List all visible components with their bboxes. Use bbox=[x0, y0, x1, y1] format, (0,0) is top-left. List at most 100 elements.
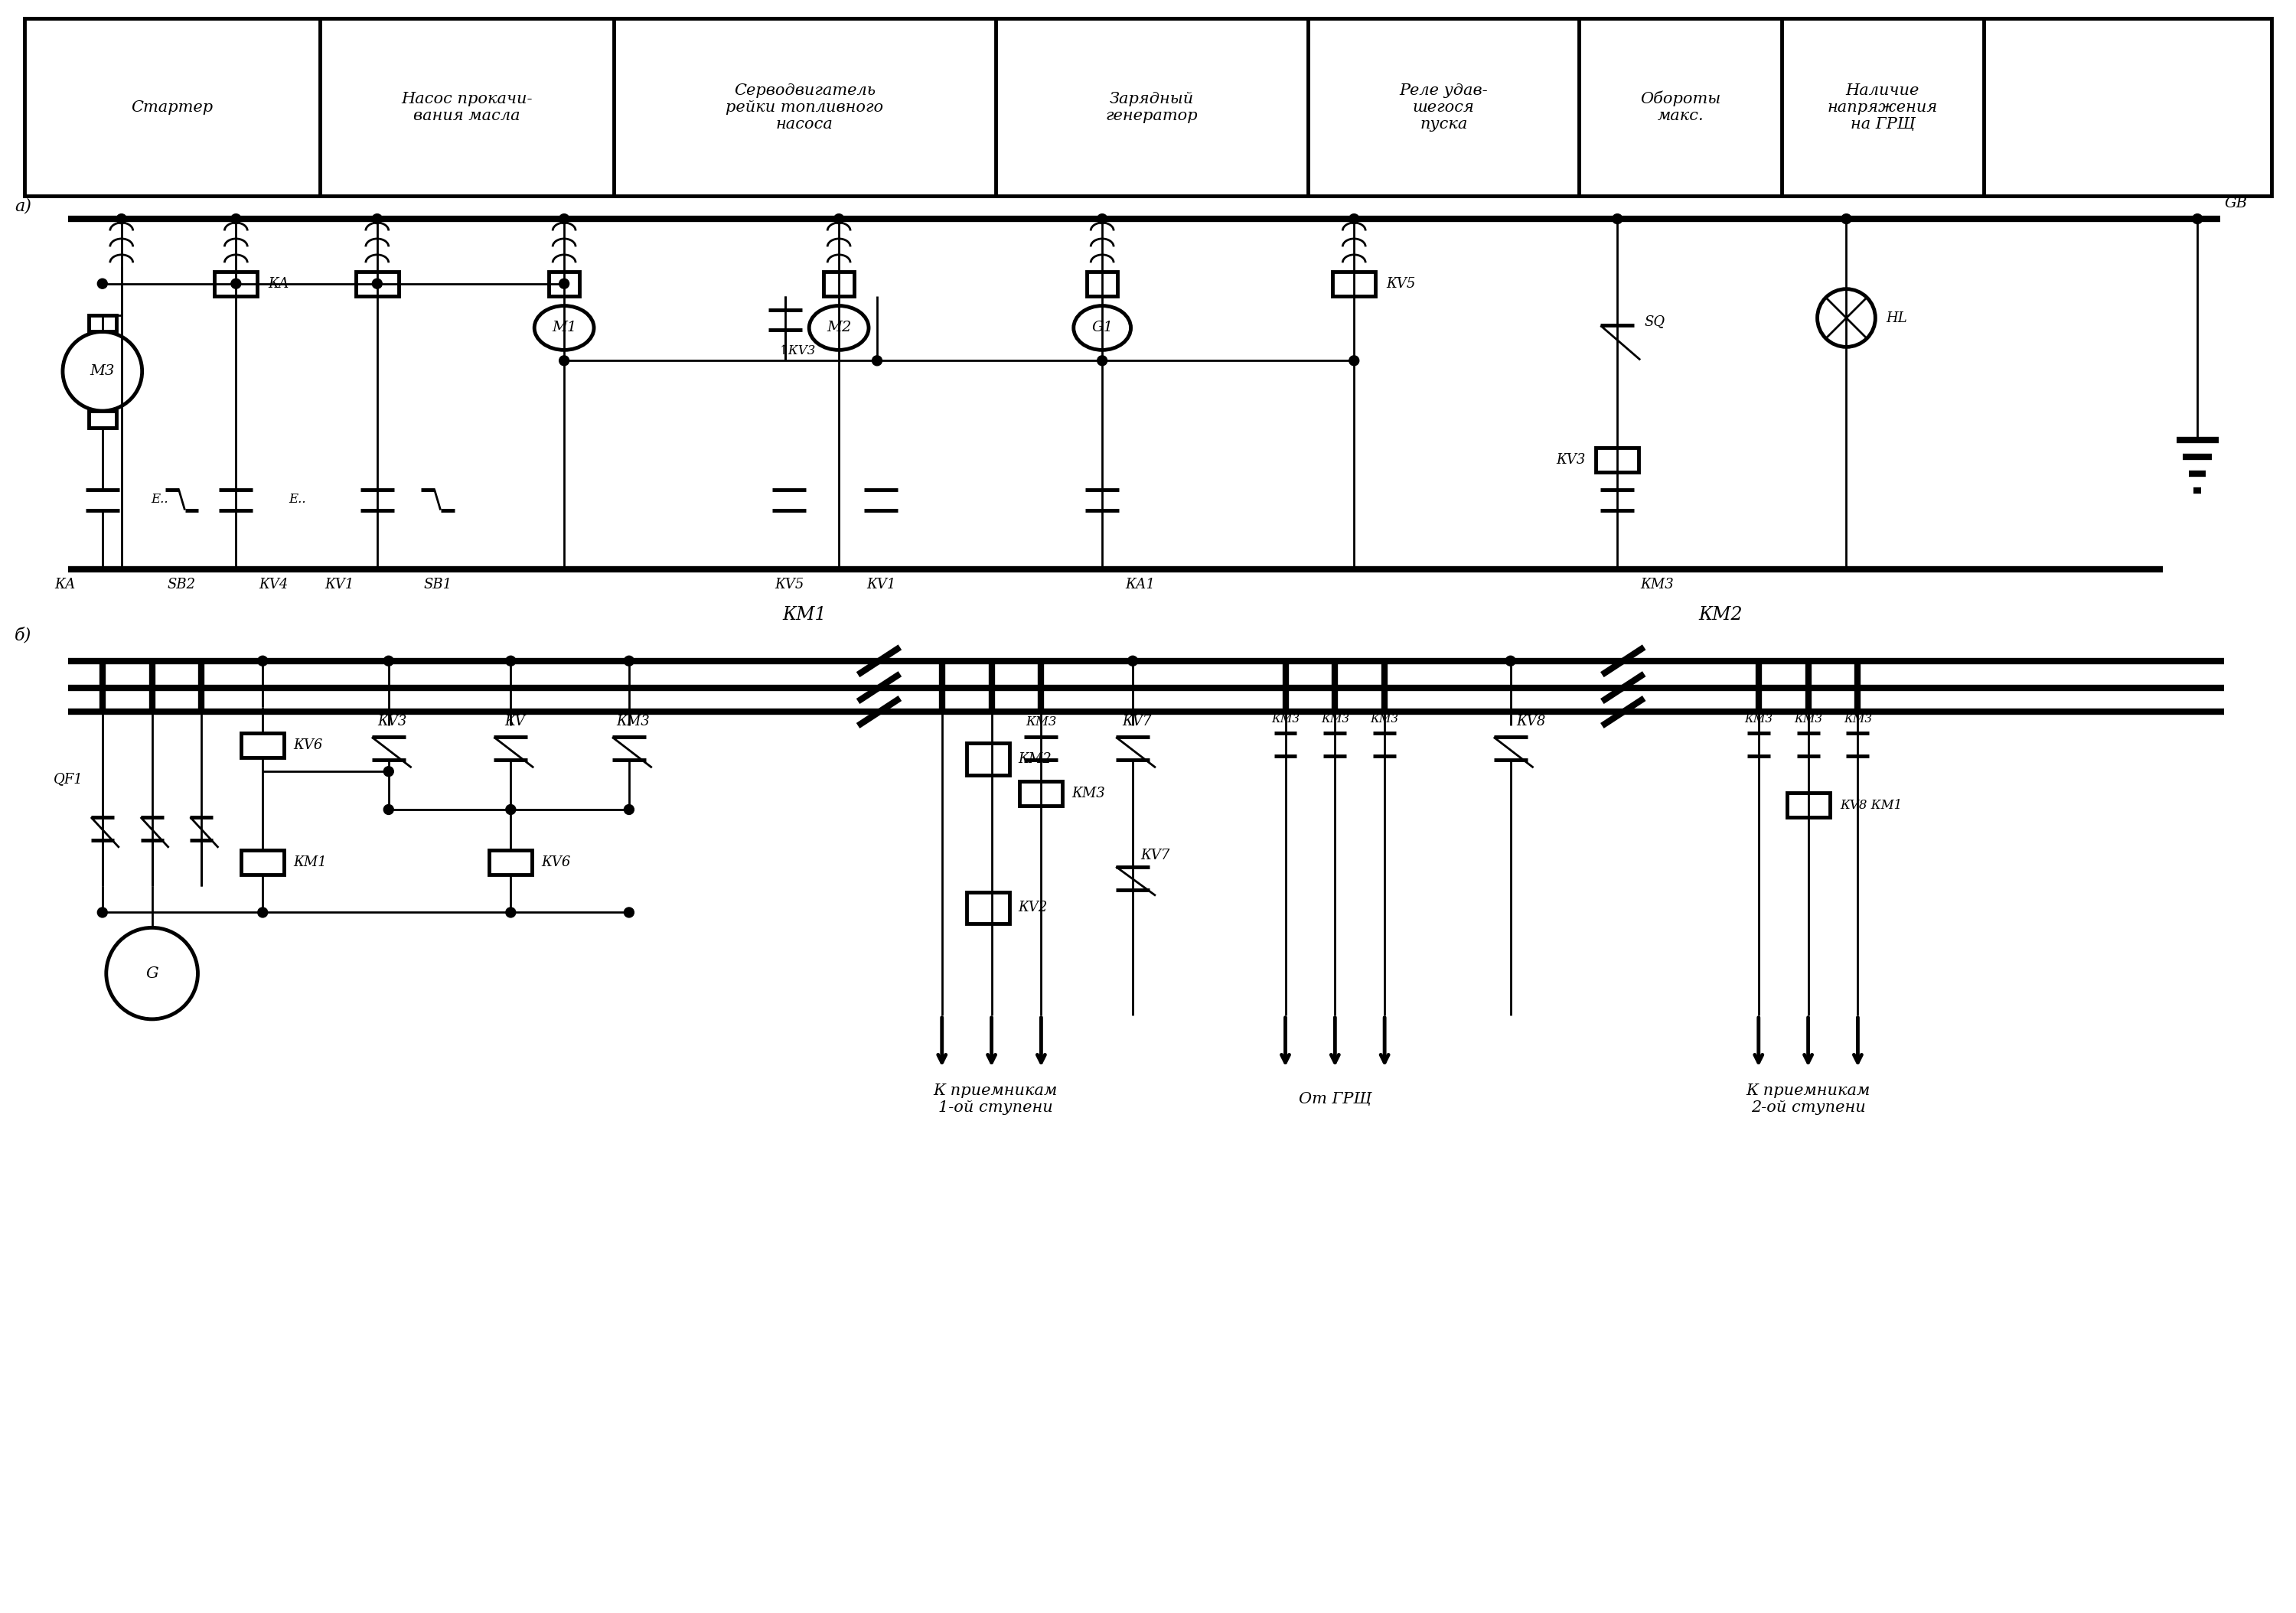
Text: КМ3: КМ3 bbox=[1793, 715, 1823, 724]
Bar bbox=[1086, 271, 1118, 295]
Text: E..: E.. bbox=[289, 494, 305, 506]
Bar bbox=[824, 271, 854, 295]
Text: QF1: QF1 bbox=[53, 773, 83, 786]
Circle shape bbox=[1506, 656, 1515, 666]
Circle shape bbox=[62, 332, 142, 411]
Text: КV6: КV6 bbox=[294, 739, 321, 752]
Text: М1: М1 bbox=[551, 321, 576, 336]
Bar bbox=[489, 850, 533, 874]
Circle shape bbox=[106, 927, 197, 1019]
Text: М2: М2 bbox=[827, 321, 852, 336]
Text: GB: GB bbox=[2225, 197, 2248, 211]
Text: КА1: КА1 bbox=[1125, 577, 1155, 592]
Ellipse shape bbox=[808, 306, 868, 350]
Bar bbox=[967, 744, 1010, 776]
Text: КМ3: КМ3 bbox=[1844, 715, 1871, 724]
Bar bbox=[549, 271, 579, 295]
Circle shape bbox=[96, 279, 108, 289]
Text: КМ1: КМ1 bbox=[294, 855, 326, 869]
Text: КV1: КV1 bbox=[326, 577, 354, 592]
Circle shape bbox=[872, 356, 882, 366]
Bar bbox=[1332, 271, 1375, 295]
Text: КV5: КV5 bbox=[1387, 277, 1417, 290]
Text: КV8: КV8 bbox=[1518, 715, 1545, 729]
Circle shape bbox=[1612, 215, 1623, 224]
Circle shape bbox=[505, 908, 517, 918]
Circle shape bbox=[383, 766, 393, 776]
Text: КV7: КV7 bbox=[1141, 848, 1169, 863]
Text: HL: HL bbox=[1885, 311, 1908, 324]
Circle shape bbox=[1818, 289, 1876, 347]
Bar bbox=[25, 18, 2271, 197]
Bar bbox=[241, 734, 285, 758]
Bar bbox=[1596, 447, 1639, 473]
Bar bbox=[967, 892, 1010, 924]
Text: Зарядный
генератор: Зарядный генератор bbox=[1107, 92, 1199, 123]
Ellipse shape bbox=[535, 306, 595, 350]
Circle shape bbox=[625, 908, 634, 918]
Text: КV1: КV1 bbox=[866, 577, 895, 592]
Ellipse shape bbox=[1075, 306, 1132, 350]
Circle shape bbox=[505, 656, 517, 666]
Circle shape bbox=[833, 215, 845, 224]
Circle shape bbox=[505, 805, 517, 815]
Text: G: G bbox=[145, 966, 158, 981]
Text: КМ1: КМ1 bbox=[783, 606, 827, 624]
Text: КМ2: КМ2 bbox=[1699, 606, 1743, 624]
Bar bbox=[214, 271, 257, 295]
Text: КА: КА bbox=[269, 277, 289, 290]
Circle shape bbox=[232, 215, 241, 224]
Text: G1: G1 bbox=[1091, 321, 1114, 336]
Text: КА: КА bbox=[55, 577, 76, 592]
Circle shape bbox=[2193, 215, 2202, 224]
Text: КМ2: КМ2 bbox=[1017, 752, 1052, 766]
Bar bbox=[1019, 781, 1063, 806]
Text: SB2: SB2 bbox=[168, 577, 195, 592]
Circle shape bbox=[117, 215, 126, 224]
Circle shape bbox=[1350, 215, 1359, 224]
Text: КV7: КV7 bbox=[1123, 715, 1150, 729]
Text: Стартер: Стартер bbox=[131, 100, 214, 115]
Circle shape bbox=[96, 908, 108, 918]
Circle shape bbox=[372, 279, 381, 289]
Bar bbox=[90, 411, 117, 427]
Circle shape bbox=[1127, 656, 1139, 666]
Text: КМ3: КМ3 bbox=[1639, 577, 1674, 592]
Circle shape bbox=[560, 356, 569, 366]
Circle shape bbox=[372, 215, 381, 224]
Text: От ГРЩ: От ГРЩ bbox=[1300, 1092, 1371, 1107]
Circle shape bbox=[232, 279, 241, 289]
Text: SB1: SB1 bbox=[422, 577, 452, 592]
Circle shape bbox=[257, 908, 269, 918]
Text: ↑КV3: ↑КV3 bbox=[778, 344, 815, 356]
Circle shape bbox=[625, 656, 634, 666]
Circle shape bbox=[1097, 356, 1107, 366]
Text: Серводвигатель
рейки топливного
насоса: Серводвигатель рейки топливного насоса bbox=[726, 84, 884, 131]
Text: КV3: КV3 bbox=[1557, 453, 1584, 466]
Circle shape bbox=[383, 805, 393, 815]
Text: Наличие
напряжения
на ГРЩ: Наличие напряжения на ГРЩ bbox=[1828, 84, 1938, 131]
Circle shape bbox=[560, 279, 569, 289]
Text: SQ: SQ bbox=[1644, 315, 1665, 329]
Text: КМ3: КМ3 bbox=[1272, 715, 1300, 724]
Circle shape bbox=[1350, 356, 1359, 366]
Text: Насос прокачи-
вания масла: Насос прокачи- вания масла bbox=[402, 92, 533, 123]
Text: КМ3: КМ3 bbox=[1371, 715, 1398, 724]
Text: б): б) bbox=[14, 627, 32, 644]
Text: КV3: КV3 bbox=[379, 715, 406, 729]
Text: К приемникам
2-ой ступени: К приемникам 2-ой ступени bbox=[1745, 1084, 1871, 1115]
Text: КV4: КV4 bbox=[259, 577, 289, 592]
Text: КМ3: КМ3 bbox=[615, 715, 650, 729]
Text: КМ3: КМ3 bbox=[1026, 716, 1056, 729]
Circle shape bbox=[1097, 215, 1107, 224]
Bar bbox=[356, 271, 400, 295]
Text: Реле удав-
шегося
пуска: Реле удав- шегося пуска bbox=[1401, 84, 1488, 131]
Text: КМ3: КМ3 bbox=[1320, 715, 1350, 724]
Text: Обороты
макс.: Обороты макс. bbox=[1639, 90, 1720, 124]
Circle shape bbox=[383, 656, 393, 666]
Text: КV5: КV5 bbox=[774, 577, 804, 592]
Bar bbox=[90, 315, 117, 332]
Bar bbox=[1786, 792, 1830, 818]
Text: КV6: КV6 bbox=[542, 855, 572, 869]
Text: К приемникам
1-ой ступени: К приемникам 1-ой ступени bbox=[932, 1084, 1058, 1115]
